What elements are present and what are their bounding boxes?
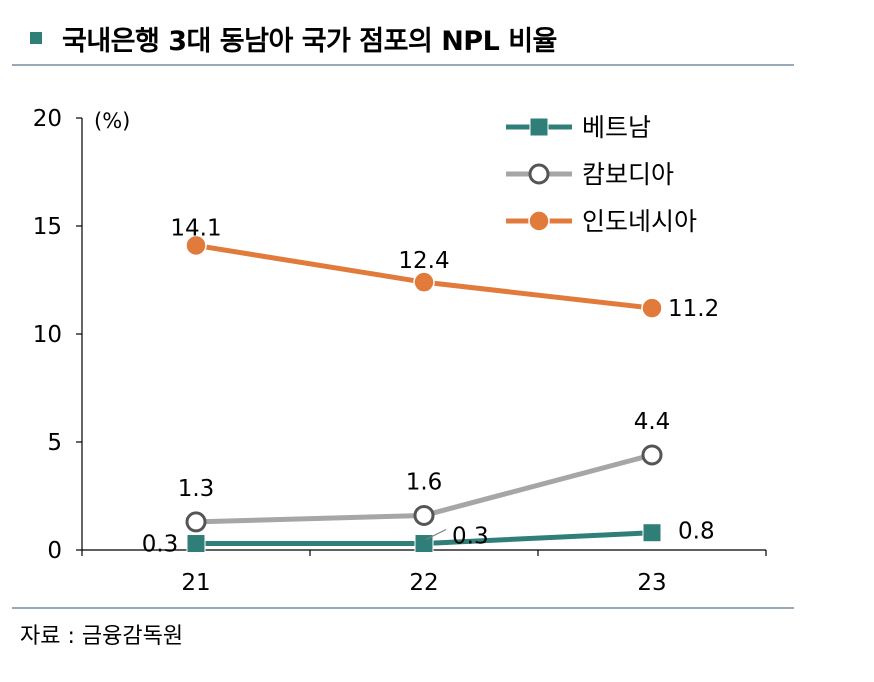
data-point-3 xyxy=(413,271,435,293)
y-tick-label: 5 xyxy=(47,430,62,456)
x-tick-label: 21 xyxy=(181,570,210,596)
data-point-1 xyxy=(642,523,662,543)
legend-marker xyxy=(529,117,549,137)
source-note: 자료 : 금융감독원 xyxy=(20,624,184,649)
label-leader-line xyxy=(425,528,447,541)
data-point-1 xyxy=(186,534,206,554)
data-label: 14.1 xyxy=(170,215,221,241)
data-point-2 xyxy=(185,511,207,533)
data-point-2 xyxy=(641,444,663,466)
data-label: 0.3 xyxy=(452,524,489,550)
legend-label: 캄보디아 xyxy=(582,160,674,189)
x-tick-label: 22 xyxy=(409,570,438,596)
title-divider xyxy=(12,64,794,66)
title-bullet-icon xyxy=(30,32,42,44)
data-label: 12.4 xyxy=(398,248,449,274)
data-label: 0.8 xyxy=(678,519,715,545)
data-label: 4.4 xyxy=(634,409,671,435)
x-tick-label: 23 xyxy=(637,570,666,596)
footer-divider xyxy=(12,607,794,609)
y-tick-label: 10 xyxy=(33,322,62,348)
y-axis-unit: (%) xyxy=(94,109,130,133)
y-tick-label: 15 xyxy=(33,214,62,240)
y-tick-label: 20 xyxy=(33,106,62,132)
data-point-1 xyxy=(414,534,434,554)
data-point-2 xyxy=(413,504,435,526)
legend-label: 베트남 xyxy=(582,113,651,142)
data-label: 0.3 xyxy=(142,532,179,558)
legend-marker xyxy=(528,210,550,232)
chart-title: 국내은행 3대 동남아 국가 점포의 NPL 비율 xyxy=(62,25,557,57)
data-label: 1.6 xyxy=(406,469,443,495)
data-point-3 xyxy=(641,297,663,319)
data-point-3 xyxy=(185,234,207,257)
legend-marker xyxy=(528,163,550,185)
data-label: 11.2 xyxy=(668,296,719,322)
data-label: 1.3 xyxy=(178,476,215,502)
legend-label: 인도네시아 xyxy=(582,207,697,236)
y-tick-label: 0 xyxy=(47,538,62,564)
title-row: 국내은행 3대 동남아 국가 점포의 NPL 비율 xyxy=(30,18,557,58)
